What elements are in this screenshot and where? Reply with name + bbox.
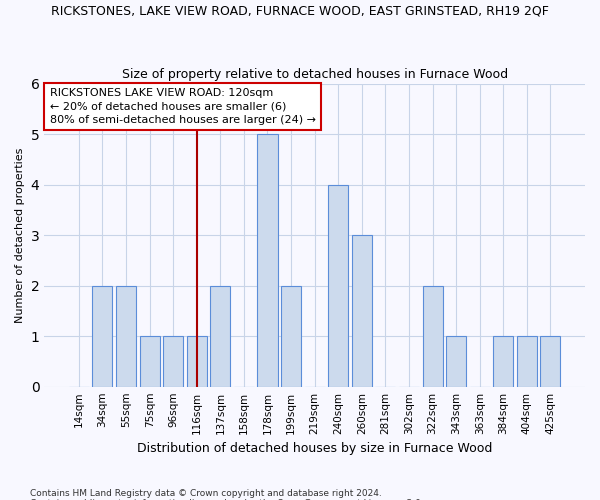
Bar xyxy=(352,235,372,386)
Bar xyxy=(517,336,537,386)
Text: RICKSTONES, LAKE VIEW ROAD, FURNACE WOOD, EAST GRINSTEAD, RH19 2QF: RICKSTONES, LAKE VIEW ROAD, FURNACE WOOD… xyxy=(51,5,549,18)
Bar xyxy=(163,336,183,386)
Bar xyxy=(422,286,443,386)
Bar xyxy=(187,336,207,386)
Bar xyxy=(211,286,230,386)
Bar xyxy=(446,336,466,386)
Bar xyxy=(541,336,560,386)
Text: Contains HM Land Registry data © Crown copyright and database right 2024.: Contains HM Land Registry data © Crown c… xyxy=(30,488,382,498)
Text: RICKSTONES LAKE VIEW ROAD: 120sqm
← 20% of detached houses are smaller (6)
80% o: RICKSTONES LAKE VIEW ROAD: 120sqm ← 20% … xyxy=(50,88,316,124)
Bar xyxy=(140,336,160,386)
Title: Size of property relative to detached houses in Furnace Wood: Size of property relative to detached ho… xyxy=(122,68,508,81)
Bar xyxy=(328,184,348,386)
Bar xyxy=(281,286,301,386)
Bar xyxy=(493,336,513,386)
Bar xyxy=(92,286,112,386)
Y-axis label: Number of detached properties: Number of detached properties xyxy=(15,148,25,323)
Bar xyxy=(116,286,136,386)
Text: Contains public sector information licensed under the Open Government Licence v3: Contains public sector information licen… xyxy=(30,498,424,500)
X-axis label: Distribution of detached houses by size in Furnace Wood: Distribution of detached houses by size … xyxy=(137,442,493,455)
Bar xyxy=(257,134,278,386)
